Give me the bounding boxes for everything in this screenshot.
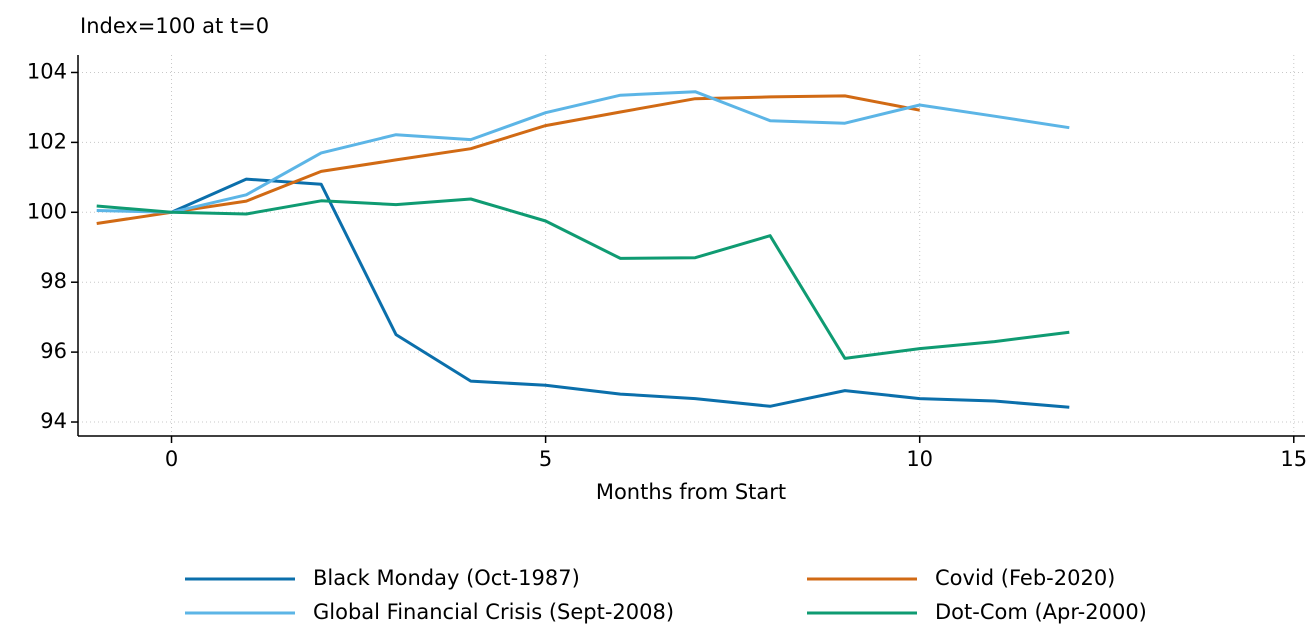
y-tick-label: 96 <box>40 339 67 363</box>
y-tick-label: 102 <box>27 129 67 153</box>
legend-label: Covid (Feb-2020) <box>935 566 1115 590</box>
line-series <box>96 90 1070 214</box>
y-tick-label: 98 <box>40 269 67 293</box>
y-tick-label: 94 <box>40 409 67 433</box>
legend-label: Dot-Com (Apr-2000) <box>935 600 1147 624</box>
line-series <box>96 197 1070 360</box>
x-axis-label: Months from Start <box>596 480 786 504</box>
x-tick-label: 5 <box>539 447 552 471</box>
legend-label: Black Monday (Oct-1987) <box>313 566 580 590</box>
y-tick-label: 100 <box>27 199 67 223</box>
y-tick-label: 104 <box>27 59 67 83</box>
x-tick-label: 15 <box>1280 447 1307 471</box>
line-series <box>170 177 1070 409</box>
line-series <box>96 94 920 225</box>
x-tick-label: 10 <box>906 447 933 471</box>
x-tick-label: 0 <box>165 447 178 471</box>
chart-title: Index=100 at t=0 <box>80 14 269 38</box>
legend-label: Global Financial Crisis (Sept-2008) <box>313 600 674 624</box>
